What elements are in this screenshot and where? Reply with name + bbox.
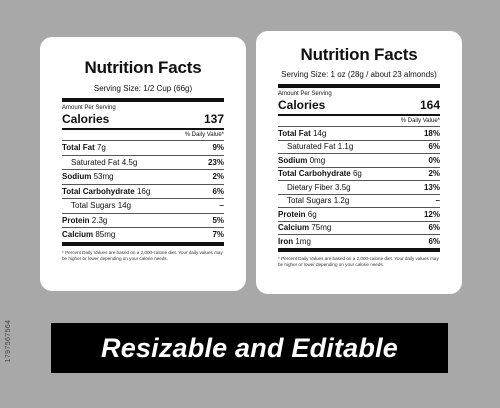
footnote: * Percent Daily Values are based on a 2,… <box>62 249 223 261</box>
nutrient-row-iron: Iron 1mg 6% <box>278 236 440 246</box>
nutrient-row-total-fat: Total Fat 14g 18% <box>278 127 440 141</box>
serving-size: Serving Size: 1 oz (28g / about 23 almon… <box>281 70 437 79</box>
label-title: Nutrition Facts <box>84 58 202 77</box>
nutrient-row-sodium: Sodium 0mg 0% <box>278 154 440 168</box>
medium-divider <box>62 128 224 130</box>
amount-per-serving: Amount Per Serving <box>62 105 116 111</box>
footnote: * Percent Daily Values are based on a 2,… <box>278 255 439 267</box>
medium-divider <box>278 114 440 116</box>
thick-divider <box>62 98 224 102</box>
banner-resizable-editable: Resizable and Editable <box>51 323 448 373</box>
nutrient-row-total-carbohydrate: Total Carbohydrate 6g 2% <box>278 168 440 181</box>
nutrient-row-calcium: Calcium 85mg 7% <box>62 230 224 240</box>
calories-row: Calories 137 <box>62 112 224 126</box>
calories-value: 137 <box>203 112 224 126</box>
serving-size: Serving Size: 1/2 Cup (66g) <box>93 84 193 93</box>
nutrient-row-sodium: Sodium 53mg 2% <box>62 170 224 185</box>
nutrient-row-total-fat: Total Fat 7g 9% <box>62 141 224 156</box>
nutrient-row-total-carbohydrate: Total Carbohydrate 16g 6% <box>62 185 224 199</box>
footer-divider <box>278 247 440 252</box>
daily-value-header: % Daily Value* <box>62 130 224 141</box>
calories-label: Calories <box>278 98 326 112</box>
image-id-text: 1797567564 <box>5 319 12 363</box>
nutrient-row-calcium: Calcium 75mg 6% <box>278 222 440 235</box>
label-title: Nutrition Facts <box>300 45 418 64</box>
nutrition-label-right: Nutrition Facts Serving Size: 1 oz (28g … <box>256 31 462 294</box>
calories-value: 164 <box>419 98 440 112</box>
amount-per-serving: Amount Per Serving <box>278 91 332 97</box>
nutrient-row-total-sugars: Total Sugars 1.2g – <box>278 195 440 208</box>
nutrition-label-left: Nutrition Facts Serving Size: 1/2 Cup (6… <box>40 37 246 291</box>
calories-label: Calories <box>62 112 110 126</box>
thick-divider <box>278 84 440 88</box>
footer-divider <box>62 241 224 246</box>
nutrient-row-total-sugars: Total Sugars 14g – <box>62 199 224 214</box>
nutrient-row-dietary-fiber: Dietary Fiber 3.5g 13% <box>278 181 440 195</box>
nutrient-row-saturated-fat: Saturated Fat 1.1g 6% <box>278 141 440 154</box>
nutrient-row-protein: Protein 2.3g 5% <box>62 214 224 228</box>
daily-value-header: % Daily Value* <box>278 116 440 127</box>
nutrient-row-saturated-fat: Saturated Fat 4.5g 23% <box>62 156 224 170</box>
nutrient-row-protein: Protein 6g 12% <box>278 208 440 222</box>
calories-row: Calories 164 <box>278 98 440 112</box>
